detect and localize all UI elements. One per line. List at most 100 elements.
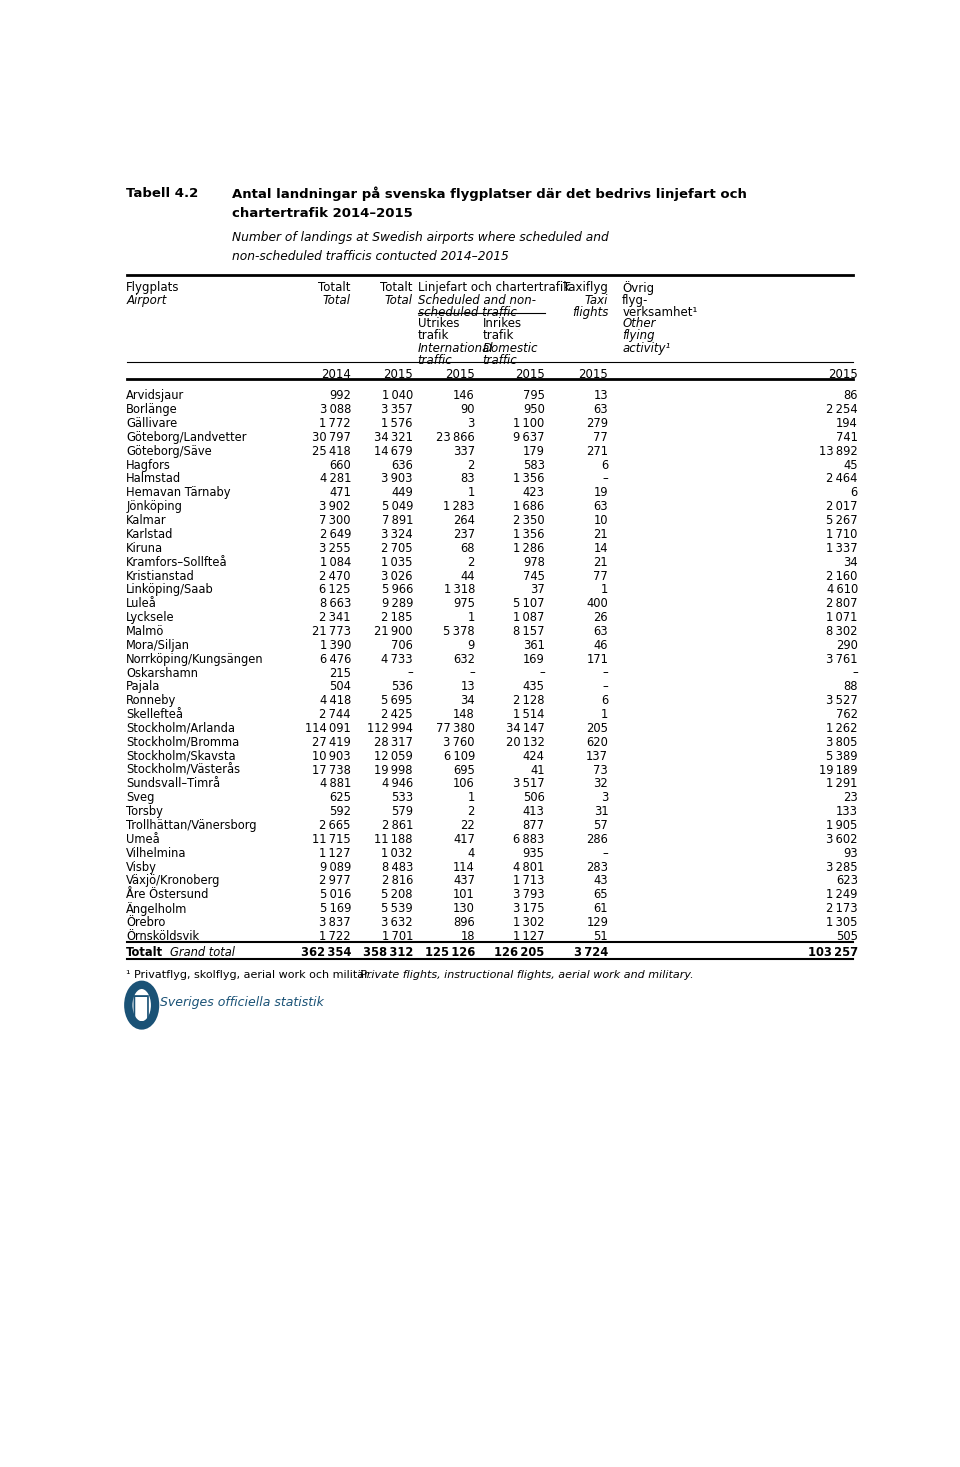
- Text: 3 902: 3 902: [320, 500, 351, 513]
- Text: 3 903: 3 903: [381, 472, 413, 486]
- Text: 3 357: 3 357: [381, 403, 413, 417]
- Text: trafik: trafik: [483, 329, 514, 342]
- Text: 21 900: 21 900: [374, 625, 413, 638]
- Text: 5 378: 5 378: [444, 625, 475, 638]
- Text: 625: 625: [329, 791, 351, 804]
- Text: Gällivare: Gällivare: [126, 417, 178, 430]
- Text: 1 701: 1 701: [381, 930, 413, 943]
- Text: Halmstad: Halmstad: [126, 472, 181, 486]
- Text: 179: 179: [523, 445, 544, 458]
- Text: 620: 620: [587, 736, 609, 748]
- Text: 90: 90: [461, 403, 475, 417]
- Text: 417: 417: [453, 833, 475, 846]
- Text: 579: 579: [391, 805, 413, 819]
- Text: 636: 636: [391, 459, 413, 471]
- Text: 8 302: 8 302: [827, 625, 858, 638]
- Text: Number of landings at Swedish airports where scheduled and: Number of landings at Swedish airports w…: [232, 232, 610, 245]
- Text: 23 866: 23 866: [436, 431, 475, 445]
- Text: 1 071: 1 071: [827, 612, 858, 623]
- Text: 20 132: 20 132: [506, 736, 544, 748]
- Text: 13: 13: [593, 389, 609, 402]
- Text: –: –: [469, 666, 475, 679]
- Text: 2: 2: [468, 459, 475, 471]
- Text: 2 807: 2 807: [827, 597, 858, 610]
- Text: 4 946: 4 946: [382, 778, 413, 791]
- Text: 23: 23: [843, 791, 858, 804]
- Text: 14: 14: [593, 541, 609, 555]
- Text: 10 903: 10 903: [312, 750, 351, 763]
- Text: 1 722: 1 722: [320, 930, 351, 943]
- Text: 5 107: 5 107: [514, 597, 544, 610]
- Text: Norrköping/Kungsängen: Norrköping/Kungsängen: [126, 653, 264, 666]
- Text: 3 255: 3 255: [319, 541, 351, 555]
- Text: 896: 896: [453, 915, 475, 929]
- Text: 978: 978: [523, 556, 544, 569]
- Text: 19: 19: [593, 487, 609, 499]
- Text: 7 891: 7 891: [381, 513, 413, 527]
- Text: 34 147: 34 147: [506, 722, 544, 735]
- Text: 129: 129: [587, 915, 609, 929]
- Text: 130: 130: [453, 902, 475, 915]
- Text: 1 710: 1 710: [827, 528, 858, 541]
- Text: Borlänge: Borlänge: [126, 403, 178, 417]
- Text: 106: 106: [453, 778, 475, 791]
- Text: Visby: Visby: [126, 861, 157, 873]
- Text: Umeå: Umeå: [126, 833, 160, 846]
- Text: 337: 337: [453, 445, 475, 458]
- Text: 437: 437: [453, 874, 475, 888]
- Text: chartertrafik 2014–2015: chartertrafik 2014–2015: [232, 207, 413, 220]
- Text: 1 084: 1 084: [320, 556, 351, 569]
- Text: 19 189: 19 189: [819, 763, 858, 776]
- Text: 745: 745: [522, 569, 544, 582]
- Text: traffic: traffic: [483, 354, 517, 367]
- Text: 279: 279: [587, 417, 609, 430]
- Text: 1 127: 1 127: [320, 846, 351, 860]
- Text: 1 772: 1 772: [320, 417, 351, 430]
- Text: 126 205: 126 205: [494, 946, 544, 959]
- Text: 2 744: 2 744: [320, 709, 351, 722]
- Text: 32: 32: [593, 778, 609, 791]
- Text: 1 686: 1 686: [514, 500, 544, 513]
- Text: 1 390: 1 390: [320, 638, 351, 651]
- Text: 505: 505: [836, 930, 858, 943]
- Text: 1 262: 1 262: [827, 722, 858, 735]
- Text: 358 312: 358 312: [363, 946, 413, 959]
- Text: 3 761: 3 761: [827, 653, 858, 666]
- Text: 14 679: 14 679: [374, 445, 413, 458]
- Text: –: –: [539, 666, 544, 679]
- Text: 8 483: 8 483: [381, 861, 413, 873]
- Text: –: –: [603, 846, 609, 860]
- Text: Taxiflyg: Taxiflyg: [564, 280, 609, 293]
- Text: 93: 93: [843, 846, 858, 860]
- Text: 271: 271: [587, 445, 609, 458]
- Text: 2 464: 2 464: [827, 472, 858, 486]
- Text: Växjö/Kronoberg: Växjö/Kronoberg: [126, 874, 221, 888]
- Text: 1 713: 1 713: [514, 874, 544, 888]
- Text: 877: 877: [522, 819, 544, 832]
- Text: 194: 194: [836, 417, 858, 430]
- Text: 1: 1: [601, 709, 609, 722]
- Text: 1: 1: [468, 612, 475, 623]
- Text: 57: 57: [593, 819, 609, 832]
- Text: 3 285: 3 285: [827, 861, 858, 873]
- Text: 506: 506: [523, 791, 544, 804]
- Text: 1 032: 1 032: [381, 846, 413, 860]
- Text: 2 173: 2 173: [827, 902, 858, 915]
- Text: Stockholm/Arlanda: Stockholm/Arlanda: [126, 722, 235, 735]
- Text: 9 289: 9 289: [381, 597, 413, 610]
- Text: Pajala: Pajala: [126, 681, 160, 694]
- Text: 695: 695: [453, 763, 475, 776]
- Text: 137: 137: [587, 750, 609, 763]
- Text: 4 881: 4 881: [320, 778, 351, 791]
- Text: Totalt: Totalt: [380, 280, 413, 293]
- Text: flyg-: flyg-: [622, 293, 649, 307]
- Text: 9: 9: [468, 638, 475, 651]
- Text: 73: 73: [593, 763, 609, 776]
- Text: 950: 950: [523, 403, 544, 417]
- Text: International: International: [418, 342, 493, 355]
- Text: non-scheduled trafficis contucted 2014–2015: non-scheduled trafficis contucted 2014–2…: [232, 249, 509, 263]
- Text: 2 341: 2 341: [320, 612, 351, 623]
- Text: Ängelholm: Ängelholm: [126, 902, 187, 915]
- Text: 10: 10: [593, 513, 609, 527]
- Text: Taxi: Taxi: [585, 293, 609, 307]
